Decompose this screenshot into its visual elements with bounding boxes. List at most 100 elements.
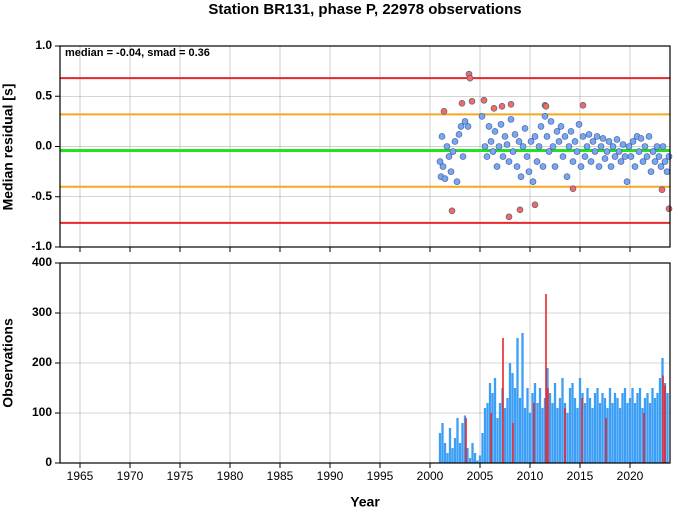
bar	[613, 393, 617, 463]
bar	[543, 398, 547, 463]
point	[589, 138, 597, 145]
point	[655, 153, 663, 160]
bar	[636, 393, 639, 463]
point	[657, 163, 665, 170]
y-axis-label: Median residual [s]	[0, 84, 16, 211]
bar	[493, 378, 497, 463]
point	[571, 138, 579, 145]
point	[575, 121, 583, 128]
bar	[496, 418, 499, 463]
point	[663, 168, 671, 175]
point	[503, 141, 511, 148]
point	[599, 135, 607, 142]
point	[607, 163, 615, 170]
bar	[641, 408, 644, 463]
point	[515, 138, 523, 145]
y-tick-label: -0.5	[31, 189, 52, 203]
point	[489, 148, 497, 155]
bar	[536, 403, 539, 463]
point	[523, 153, 531, 160]
bar	[533, 383, 537, 463]
point	[569, 158, 577, 165]
x-axis-label: Year	[350, 494, 380, 510]
point	[639, 158, 647, 165]
bar	[483, 408, 487, 463]
bar	[558, 398, 562, 463]
plot-frame	[59, 45, 671, 248]
bar	[556, 408, 559, 463]
bar	[547, 388, 549, 463]
point	[561, 133, 569, 140]
y-tick-label: 1.0	[35, 38, 52, 52]
bar	[471, 443, 474, 463]
point	[448, 207, 456, 215]
bar	[506, 398, 509, 463]
point	[498, 103, 506, 110]
point	[478, 113, 486, 120]
point	[438, 133, 446, 140]
point	[439, 163, 447, 170]
bar	[443, 443, 447, 463]
bar	[638, 388, 642, 463]
point	[511, 131, 519, 138]
point	[497, 121, 505, 128]
bar	[503, 408, 507, 463]
bar	[593, 393, 597, 463]
x-tick-label: 1970	[117, 469, 144, 483]
point	[585, 131, 593, 138]
point	[597, 143, 605, 150]
bar	[513, 388, 517, 463]
bar	[466, 448, 469, 463]
point	[451, 138, 459, 145]
bar	[548, 393, 552, 463]
bar	[568, 388, 572, 463]
point	[519, 143, 527, 150]
point	[577, 163, 585, 170]
bar	[533, 403, 535, 463]
point	[443, 143, 451, 150]
bar	[666, 393, 669, 463]
point	[487, 138, 495, 145]
point	[533, 158, 541, 165]
bar	[531, 393, 534, 463]
point	[665, 205, 673, 213]
bar	[566, 413, 569, 463]
point	[565, 143, 573, 150]
bar	[583, 403, 587, 463]
point	[485, 123, 493, 130]
bar	[438, 433, 442, 463]
bar	[441, 423, 444, 463]
point	[527, 138, 535, 145]
point	[649, 148, 657, 155]
point	[601, 155, 609, 162]
point	[659, 143, 667, 150]
y-tick-label: 400	[32, 255, 52, 269]
point	[483, 153, 491, 160]
point	[609, 143, 617, 150]
bar	[490, 413, 492, 463]
point	[581, 153, 589, 160]
point	[658, 186, 666, 194]
point	[481, 143, 489, 150]
point	[643, 153, 651, 160]
bar	[538, 388, 542, 463]
point	[480, 96, 488, 104]
bar	[651, 388, 654, 463]
point	[543, 133, 551, 140]
bar	[603, 398, 607, 463]
x-tick-label: 1965	[67, 469, 94, 483]
x-tick-label: 1980	[217, 469, 244, 483]
point	[551, 163, 559, 170]
x-tick-label: 1990	[317, 469, 344, 483]
bar	[643, 413, 645, 463]
point	[641, 143, 649, 150]
point	[665, 153, 673, 160]
point	[563, 173, 571, 180]
bar	[578, 378, 582, 463]
point	[661, 158, 669, 165]
point	[651, 158, 659, 165]
point	[569, 185, 577, 193]
point	[653, 143, 661, 150]
